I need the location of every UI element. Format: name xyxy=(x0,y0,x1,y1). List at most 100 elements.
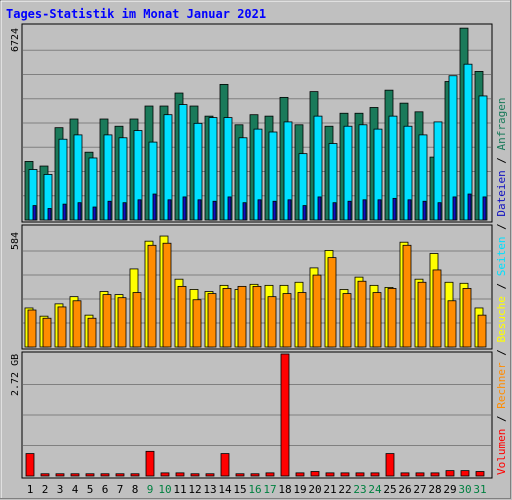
day-label-16: 16 xyxy=(248,483,261,496)
day-label-26: 26 xyxy=(398,483,411,496)
legend-dateien: Dateien xyxy=(495,170,508,216)
rechner-bar-day-25 xyxy=(387,288,397,348)
dateien-bar-day-8 xyxy=(137,199,142,221)
rechner-bar-day-27 xyxy=(417,281,427,348)
chart-title: Tages-Statistik im Monat Januar 2021 xyxy=(6,7,266,21)
volumen-bar-day-10 xyxy=(160,472,170,477)
dateien-bar-day-9 xyxy=(152,193,157,221)
rechner-bar-day-9 xyxy=(147,244,157,348)
rechner-bar-day-24 xyxy=(372,292,382,348)
rechner-bar-day-12 xyxy=(192,299,202,348)
side-legend: Volumen / Rechner / Besuche / Seiten / D… xyxy=(495,97,508,475)
volumen-bar-day-29 xyxy=(445,470,455,477)
rechner-bar-day-18 xyxy=(282,293,292,348)
volumen-bar-day-22 xyxy=(340,472,350,477)
dateien-bar-day-28 xyxy=(437,202,442,221)
rechner-bar-day-22 xyxy=(342,293,352,348)
volumen-bar-day-30 xyxy=(460,470,470,477)
day-label-30: 30 xyxy=(458,483,471,496)
volumen-bar-day-12 xyxy=(190,473,200,477)
day-label-19: 19 xyxy=(293,483,306,496)
day-label-24: 24 xyxy=(368,483,382,496)
day-labels: 1 2 3 4 5 6 7 8 9 10 11 12 13 14 15 16 17 18 19 20 21 22 23 24 2… xyxy=(27,483,487,496)
rechner-bar-day-21 xyxy=(327,257,337,348)
dateien-bar-day-22 xyxy=(347,200,352,221)
dateien-bar-day-30 xyxy=(467,193,472,221)
dateien-bar-day-24 xyxy=(377,199,382,221)
dateien-bar-day-20 xyxy=(317,196,322,221)
volumen-bar-day-9 xyxy=(145,450,155,477)
volumen-bar-day-13 xyxy=(205,473,215,477)
volumen-bar-day-31 xyxy=(475,471,485,477)
volumen-bar-day-18 xyxy=(280,353,290,477)
rechner-bar-day-5 xyxy=(87,317,97,348)
rechner-bar-day-29 xyxy=(447,300,457,348)
day-label-13: 13 xyxy=(203,483,216,496)
day-label-15: 15 xyxy=(233,483,246,496)
volumen-bar-day-11 xyxy=(175,472,185,477)
day-label-21: 21 xyxy=(323,483,336,496)
volumen-bar-day-2 xyxy=(40,473,50,477)
dateien-bar-day-19 xyxy=(302,205,307,221)
legend-besuche: Besuche xyxy=(495,296,508,342)
dateien-bar-day-5 xyxy=(92,206,97,221)
dateien-bar-day-16 xyxy=(257,199,262,221)
day-label-23: 23 xyxy=(353,483,366,496)
rechner-bar-day-16 xyxy=(252,285,262,348)
day-label-22: 22 xyxy=(338,483,351,496)
dateien-bar-day-21 xyxy=(332,202,337,221)
dateien-bar-day-1 xyxy=(32,205,37,221)
legend-sep: / xyxy=(495,409,508,429)
ymax-label-visits: 584 xyxy=(10,232,21,250)
bars xyxy=(24,27,488,477)
dateien-bar-day-18 xyxy=(287,199,292,221)
day-label-10: 10 xyxy=(158,483,171,496)
rechner-bar-day-20 xyxy=(312,274,322,348)
volumen-bar-day-4 xyxy=(70,473,80,477)
volumen-bar-day-15 xyxy=(235,473,245,477)
dateien-bar-day-15 xyxy=(242,202,247,221)
dateien-bar-day-14 xyxy=(227,196,232,221)
rechner-bar-day-17 xyxy=(267,296,277,348)
legend-anfragen: Anfragen xyxy=(495,97,508,150)
dateien-bar-day-3 xyxy=(62,203,67,221)
volumen-bar-day-14 xyxy=(220,453,230,477)
day-label-12: 12 xyxy=(188,483,201,496)
rechner-bar-day-28 xyxy=(432,269,442,348)
dateien-bar-day-29 xyxy=(452,196,457,221)
rechner-bar-day-1 xyxy=(27,309,37,348)
dateien-bar-day-26 xyxy=(407,199,412,221)
rechner-bar-day-14 xyxy=(222,288,232,348)
day-label-27: 27 xyxy=(413,483,426,496)
legend-sep: / xyxy=(495,217,508,237)
day-label-29: 29 xyxy=(443,483,456,496)
volumen-bar-day-16 xyxy=(250,473,260,477)
volumen-bar-day-27 xyxy=(415,472,425,477)
dateien-bar-day-25 xyxy=(392,197,397,221)
rechner-bar-day-23 xyxy=(357,280,367,348)
rechner-bar-day-19 xyxy=(297,292,307,348)
day-label-20: 20 xyxy=(308,483,321,496)
day-label-11: 11 xyxy=(173,483,186,496)
day-label-1: 1 xyxy=(27,483,34,496)
volumen-bar-day-3 xyxy=(55,473,65,477)
dateien-bar-day-17 xyxy=(272,200,277,221)
rechner-bar-day-6 xyxy=(102,294,112,348)
rechner-bar-day-26 xyxy=(402,244,412,348)
legend-sep: / xyxy=(495,343,508,363)
volumen-bar-day-7 xyxy=(115,473,125,477)
day-label-28: 28 xyxy=(428,483,441,496)
day-label-2: 2 xyxy=(42,483,49,496)
volumen-bar-day-8 xyxy=(130,473,140,477)
volumen-bar-day-17 xyxy=(265,472,275,477)
day-label-3: 3 xyxy=(57,483,64,496)
dateien-bar-day-2 xyxy=(47,208,52,221)
dateien-bar-day-4 xyxy=(77,202,82,221)
volumen-bar-day-6 xyxy=(100,473,110,477)
day-label-17: 17 xyxy=(263,483,276,496)
day-label-9: 9 xyxy=(147,483,154,496)
day-label-6: 6 xyxy=(102,483,109,496)
dateien-bar-day-27 xyxy=(422,200,427,221)
day-label-4: 4 xyxy=(72,483,79,496)
